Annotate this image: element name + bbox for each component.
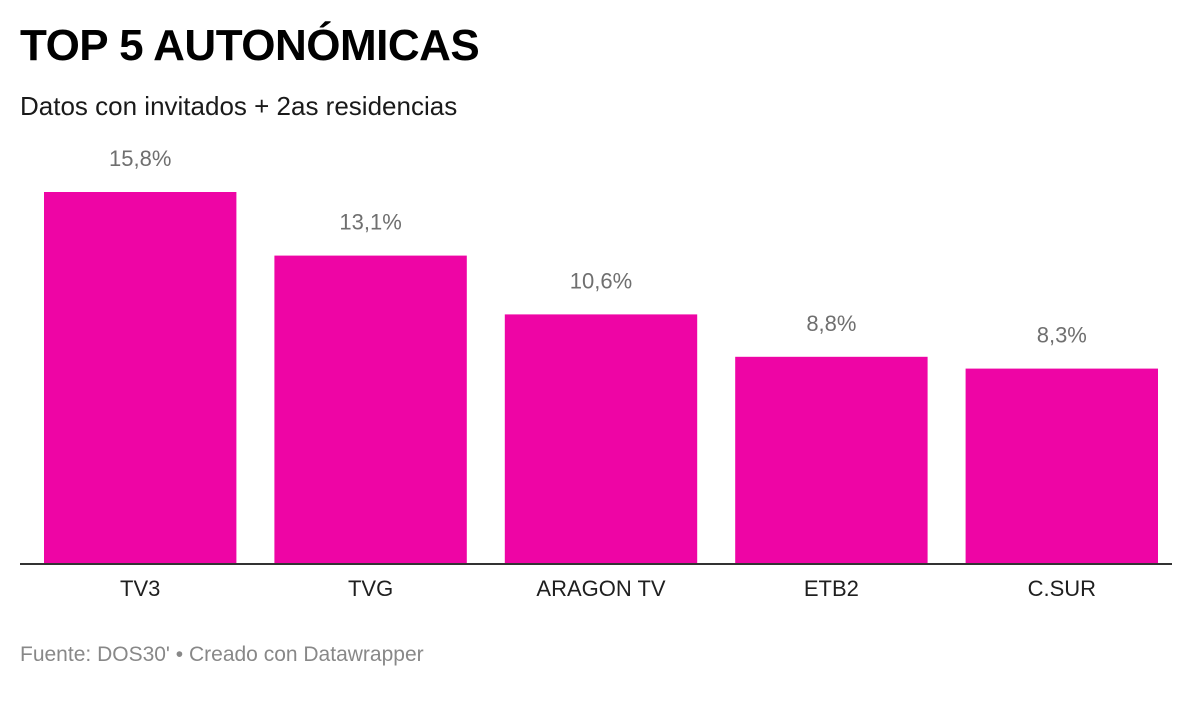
category-label: TVG	[348, 576, 393, 601]
source-label: Fuente:	[20, 643, 92, 666]
bar-aragon-tv	[504, 314, 698, 564]
bar-c-sur	[965, 368, 1158, 564]
chart-subtitle: Datos con invitados + 2as residencias	[20, 91, 458, 121]
bar-tv3	[44, 192, 237, 564]
credit-text: Creado con Datawrapper	[188, 643, 424, 666]
value-label: 15,8%	[109, 146, 171, 171]
bar-tvg	[274, 255, 467, 564]
category-label: ARAGON TV	[536, 576, 666, 601]
chart-title: TOP 5 AUTONÓMICAS	[20, 21, 480, 70]
bar-etb2	[735, 356, 928, 564]
value-label: 10,6%	[570, 268, 632, 293]
category-label: C.SUR	[1028, 576, 1096, 601]
category-label: ETB2	[804, 576, 859, 601]
footer-separator: •	[175, 643, 184, 666]
value-label: 8,8%	[806, 311, 856, 336]
value-label: 13,1%	[339, 210, 401, 235]
category-label: TV3	[120, 576, 160, 601]
value-label: 8,3%	[1037, 323, 1087, 348]
chart-footer: Fuente: DOS30' • Creado con Datawrapper	[20, 642, 424, 668]
source-name: DOS30'	[97, 643, 170, 666]
